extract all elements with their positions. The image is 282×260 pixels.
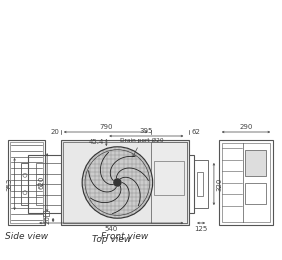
Text: Drain port Ø20: Drain port Ø20 <box>120 138 163 157</box>
Text: 20: 20 <box>45 216 50 224</box>
Bar <box>222 143 270 222</box>
Text: Side view: Side view <box>5 232 48 241</box>
Text: 62: 62 <box>192 129 201 135</box>
Bar <box>36 163 186 205</box>
Bar <box>61 140 189 225</box>
Bar <box>219 140 273 225</box>
Bar <box>8 140 45 225</box>
Text: Top view: Top view <box>92 235 131 244</box>
Bar <box>154 161 184 195</box>
Bar <box>194 160 208 208</box>
Text: 395: 395 <box>140 127 153 133</box>
Text: Front view: Front view <box>102 232 149 241</box>
Text: 320: 320 <box>216 177 222 191</box>
Bar <box>10 142 43 223</box>
Bar <box>21 163 28 205</box>
Bar <box>63 142 187 223</box>
Text: 20: 20 <box>50 129 60 135</box>
Text: 290: 290 <box>239 124 253 129</box>
Text: 125: 125 <box>195 225 208 231</box>
Bar <box>151 142 187 223</box>
Bar <box>173 211 179 216</box>
Bar <box>245 183 266 204</box>
Text: 45.4: 45.4 <box>89 139 104 145</box>
Text: 353: 353 <box>6 177 12 191</box>
Text: 620: 620 <box>39 176 45 189</box>
Bar <box>43 211 49 216</box>
Bar <box>28 155 194 213</box>
Circle shape <box>82 147 153 218</box>
Bar <box>245 150 266 176</box>
Text: 540: 540 <box>105 225 118 231</box>
Circle shape <box>114 179 121 186</box>
Bar <box>197 172 203 196</box>
Text: 790: 790 <box>99 124 113 129</box>
